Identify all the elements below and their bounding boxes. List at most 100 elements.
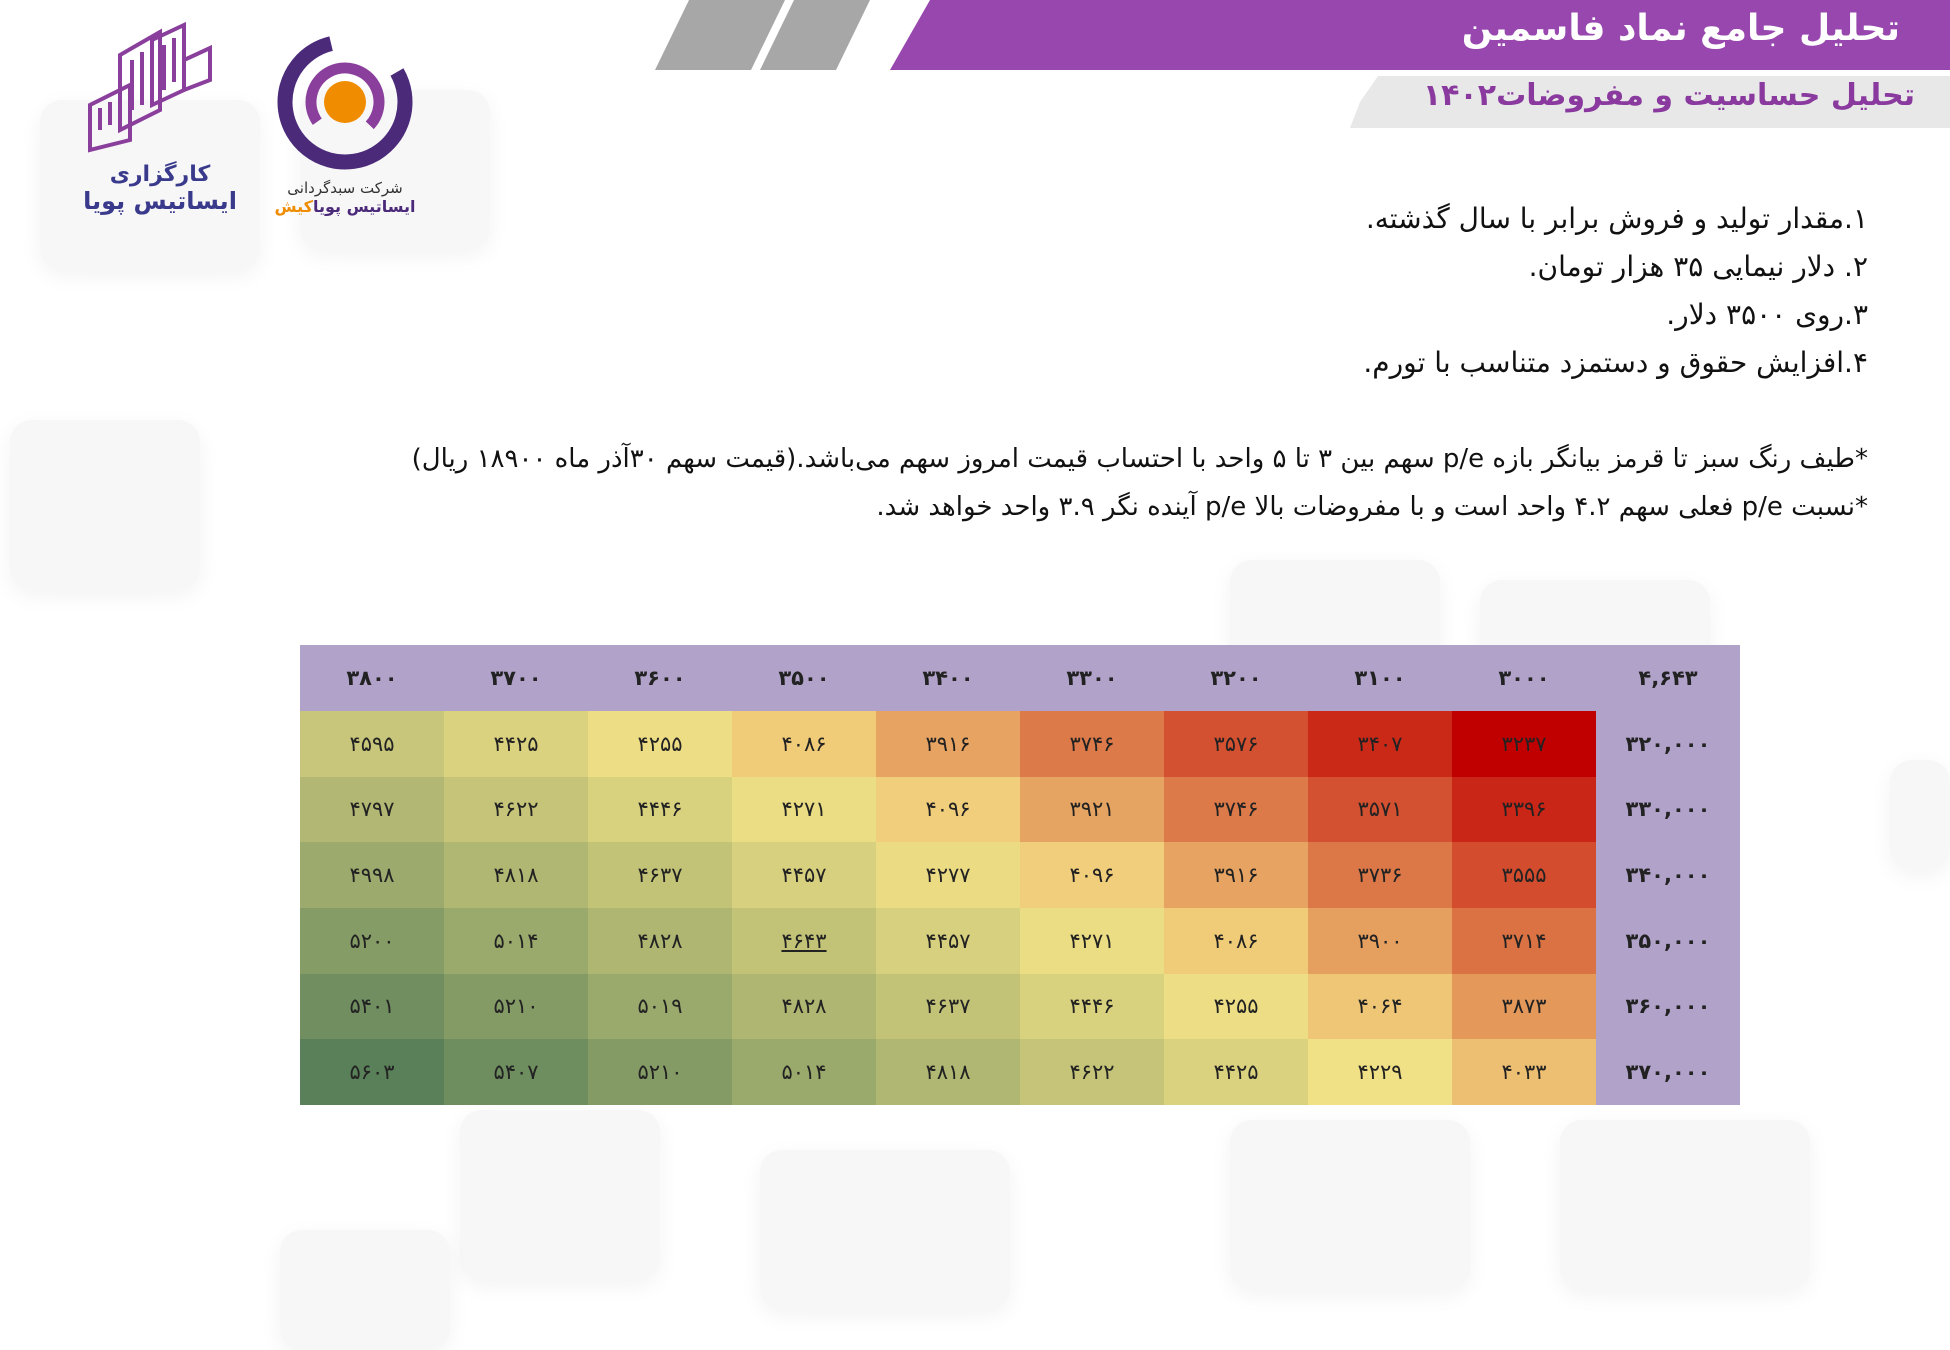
note-line: *نسبت p/e فعلی سهم ۴.۲ واحد است و با مفر… (876, 492, 1868, 522)
background-tile (280, 1230, 450, 1350)
table-cell: ۵۲۰۰ (300, 907, 444, 974)
notes: *طیف رنگ سبز تا قرمز بیانگر بازه p/e سهم… (412, 435, 1868, 531)
page-title: تحلیل جامع نماد فاسمین (1461, 8, 1900, 49)
table-cell: ۴۰۸۶ (732, 711, 876, 777)
row-header: ۳۷۰,۰۰۰ (1596, 1039, 1740, 1105)
assumption-item: ۴.افزایش حقوق و دستمزد متناسب با تورم. (1363, 346, 1868, 379)
table-cell: ۴۹۹۸ (300, 842, 444, 908)
company-name-line2: ایساتیس پویاکیش (265, 197, 425, 216)
table-cell: ۴۸۱۸ (876, 1039, 1020, 1105)
table-cell: ۳۵۷۶ (1164, 711, 1308, 777)
table-cell: ۵۰۱۴ (444, 907, 588, 974)
sensitivity-table: ۴,۶۴۳ ۳۰۰۰ ۳۱۰۰ ۳۲۰۰ ۳۳۰۰ ۳۴۰۰ ۳۵۰۰ ۳۶۰۰… (300, 645, 1740, 1105)
table-cell: ۴۰۶۴ (1308, 973, 1452, 1040)
company-emblem-icon (277, 34, 413, 170)
table-cell: ۴۲۷۱ (732, 776, 876, 843)
table-cell: ۴۶۴۳ (732, 907, 876, 974)
column-header: ۳۳۰۰ (1020, 645, 1164, 711)
background-tile (760, 1150, 1010, 1310)
table-cell: ۴۸۱۸ (444, 842, 588, 908)
company-name-part: ایساتیس پویا (312, 197, 416, 216)
table-cell: ۴۰۹۶ (1020, 842, 1164, 908)
table-cell: ۵۲۱۰ (588, 1039, 732, 1105)
column-header: ۳۰۰۰ (1452, 645, 1596, 711)
assumption-item: ۲. دلار نیمایی ۳۵ هزار تومان. (1528, 250, 1868, 283)
column-header: ۳۷۰۰ (444, 645, 588, 711)
table-cell: ۴۴۵۷ (876, 907, 1020, 974)
table-cell: ۳۴۰۷ (1308, 711, 1452, 777)
table-corner-cell: ۴,۶۴۳ (1596, 645, 1740, 711)
table-cell: ۴۶۲۲ (444, 776, 588, 843)
table-cell: ۴۶۲۲ (1020, 1039, 1164, 1105)
broker-name-line1: کارگزاری (109, 162, 211, 187)
table-cell: ۳۷۱۴ (1452, 907, 1596, 974)
table-cell: ۳۹۲۱ (1020, 776, 1164, 843)
table-cell: ۴۲۵۵ (1164, 973, 1308, 1040)
table-cell: ۵۴۰۷ (444, 1039, 588, 1105)
table-cell: ۴۴۲۵ (1164, 1039, 1308, 1105)
table-cell: ۴۵۹۵ (300, 711, 444, 777)
table-cell: ۳۵۵۵ (1452, 842, 1596, 908)
table-cell: ۴۶۳۷ (876, 973, 1020, 1040)
column-header: ۳۱۰۰ (1308, 645, 1452, 711)
row-header: ۳۵۰,۰۰۰ (1596, 907, 1740, 974)
table-cell: ۴۴۴۶ (1020, 973, 1164, 1040)
table-cell: ۳۲۳۷ (1452, 711, 1596, 777)
header-band (890, 0, 1950, 70)
table-cell: ۳۸۷۳ (1452, 973, 1596, 1040)
table-row: ۳۷۰,۰۰۰ ۴۰۳۳ ۴۲۲۹ ۴۴۲۵ ۴۶۲۲ ۴۸۱۸ ۵۰۱۴ ۵۲۱۰ ۵۴۰۷ ۵… (300, 1039, 1740, 1105)
column-header: ۳۴۰۰ (876, 645, 1020, 711)
table-cell: ۴۲۷۷ (876, 842, 1020, 908)
broker-name-line2: ایساتیس پویا (83, 187, 237, 215)
company-name-line1: شرکت سبدگردانی (287, 179, 403, 197)
table-cell: ۴۸۲۸ (588, 907, 732, 974)
row-header: ۳۴۰,۰۰۰ (1596, 842, 1740, 908)
column-header: ۳۶۰۰ (588, 645, 732, 711)
table-cell: ۴۰۳۳ (1452, 1039, 1596, 1105)
table-cell: ۴۴۲۵ (444, 711, 588, 777)
table-cell: ۵۲۱۰ (444, 973, 588, 1040)
company-logo: شرکت سبدگردانی ایساتیس پویاکیش (265, 30, 425, 220)
table-cell: ۵۶۰۳ (300, 1039, 444, 1105)
background-tile (1230, 1120, 1470, 1290)
assumption-item: ۳.روی ۳۵۰۰ دلار. (1666, 298, 1868, 331)
table-row: ۳۳۰,۰۰۰ ۳۳۹۶ ۳۵۷۱ ۳۷۴۶ ۳۹۲۱ ۴۰۹۶ ۴۲۷۱ ۴۴۴۶ ۴۶۲۲ ۴… (300, 776, 1740, 843)
table-cell: ۴۸۲۸ (732, 973, 876, 1040)
background-tile (1560, 1120, 1810, 1290)
table-cell: ۴۰۹۶ (876, 776, 1020, 843)
broker-logo: کارگزاری ایساتیس پویا (60, 10, 260, 220)
table-cell: ۵۴۰۱ (300, 973, 444, 1040)
row-header: ۳۲۰,۰۰۰ (1596, 711, 1740, 777)
table-row: ۳۶۰,۰۰۰ ۳۸۷۳ ۴۰۶۴ ۴۲۵۵ ۴۴۴۶ ۴۶۳۷ ۴۸۲۸ ۵۰۱۹ ۵۲۱۰ ۵… (300, 973, 1740, 1040)
background-tile (1890, 760, 1950, 870)
column-header: ۳۵۰۰ (732, 645, 876, 711)
background-tile (10, 420, 200, 590)
assumptions-list: ۱.مقدار تولید و فروش برابر با سال گذشته.… (1363, 195, 1868, 387)
table-cell: ۴۷۹۷ (300, 776, 444, 843)
subtitle-band (1350, 76, 1950, 128)
table-header-row: ۴,۶۴۳ ۳۰۰۰ ۳۱۰۰ ۳۲۰۰ ۳۳۰۰ ۳۴۰۰ ۳۵۰۰ ۳۶۰۰… (300, 645, 1740, 711)
building-icon (88, 21, 212, 153)
table-cell: ۴۲۷۱ (1020, 907, 1164, 974)
row-header: ۳۳۰,۰۰۰ (1596, 776, 1740, 843)
row-header: ۳۶۰,۰۰۰ (1596, 973, 1740, 1040)
table-cell: ۴۲۲۹ (1308, 1039, 1452, 1105)
table-cell: ۴۴۴۶ (588, 776, 732, 843)
table-cell: ۴۰۸۶ (1164, 907, 1308, 974)
table-cell: ۳۳۹۶ (1452, 776, 1596, 843)
table-cell: ۴۲۵۵ (588, 711, 732, 777)
table-cell: ۳۷۴۶ (1164, 776, 1308, 843)
page-subtitle: تحلیل حساسیت و مفروضات۱۴۰۲ (1422, 78, 1915, 113)
table-cell: ۳۵۷۱ (1308, 776, 1452, 843)
background-tile (40, 100, 260, 270)
background-tile (460, 1110, 660, 1280)
table-cell: ۵۰۱۴ (732, 1039, 876, 1105)
table-cell: ۴۴۵۷ (732, 842, 876, 908)
table-row: ۳۵۰,۰۰۰ ۳۷۱۴ ۳۹۰۰ ۴۰۸۶ ۴۲۷۱ ۴۴۵۷ ۴۶۴۳ ۴۸۲۸ ۵۰۱۴ ۵… (300, 907, 1740, 974)
table-cell: ۳۷۴۶ (1020, 711, 1164, 777)
table-cell: ۵۰۱۹ (588, 973, 732, 1040)
column-header: ۳۲۰۰ (1164, 645, 1308, 711)
note-line: *طیف رنگ سبز تا قرمز بیانگر بازه p/e سهم… (411, 444, 1868, 474)
assumption-item: ۱.مقدار تولید و فروش برابر با سال گذشته. (1365, 202, 1868, 235)
company-name-part-accent: کیش (274, 197, 313, 216)
